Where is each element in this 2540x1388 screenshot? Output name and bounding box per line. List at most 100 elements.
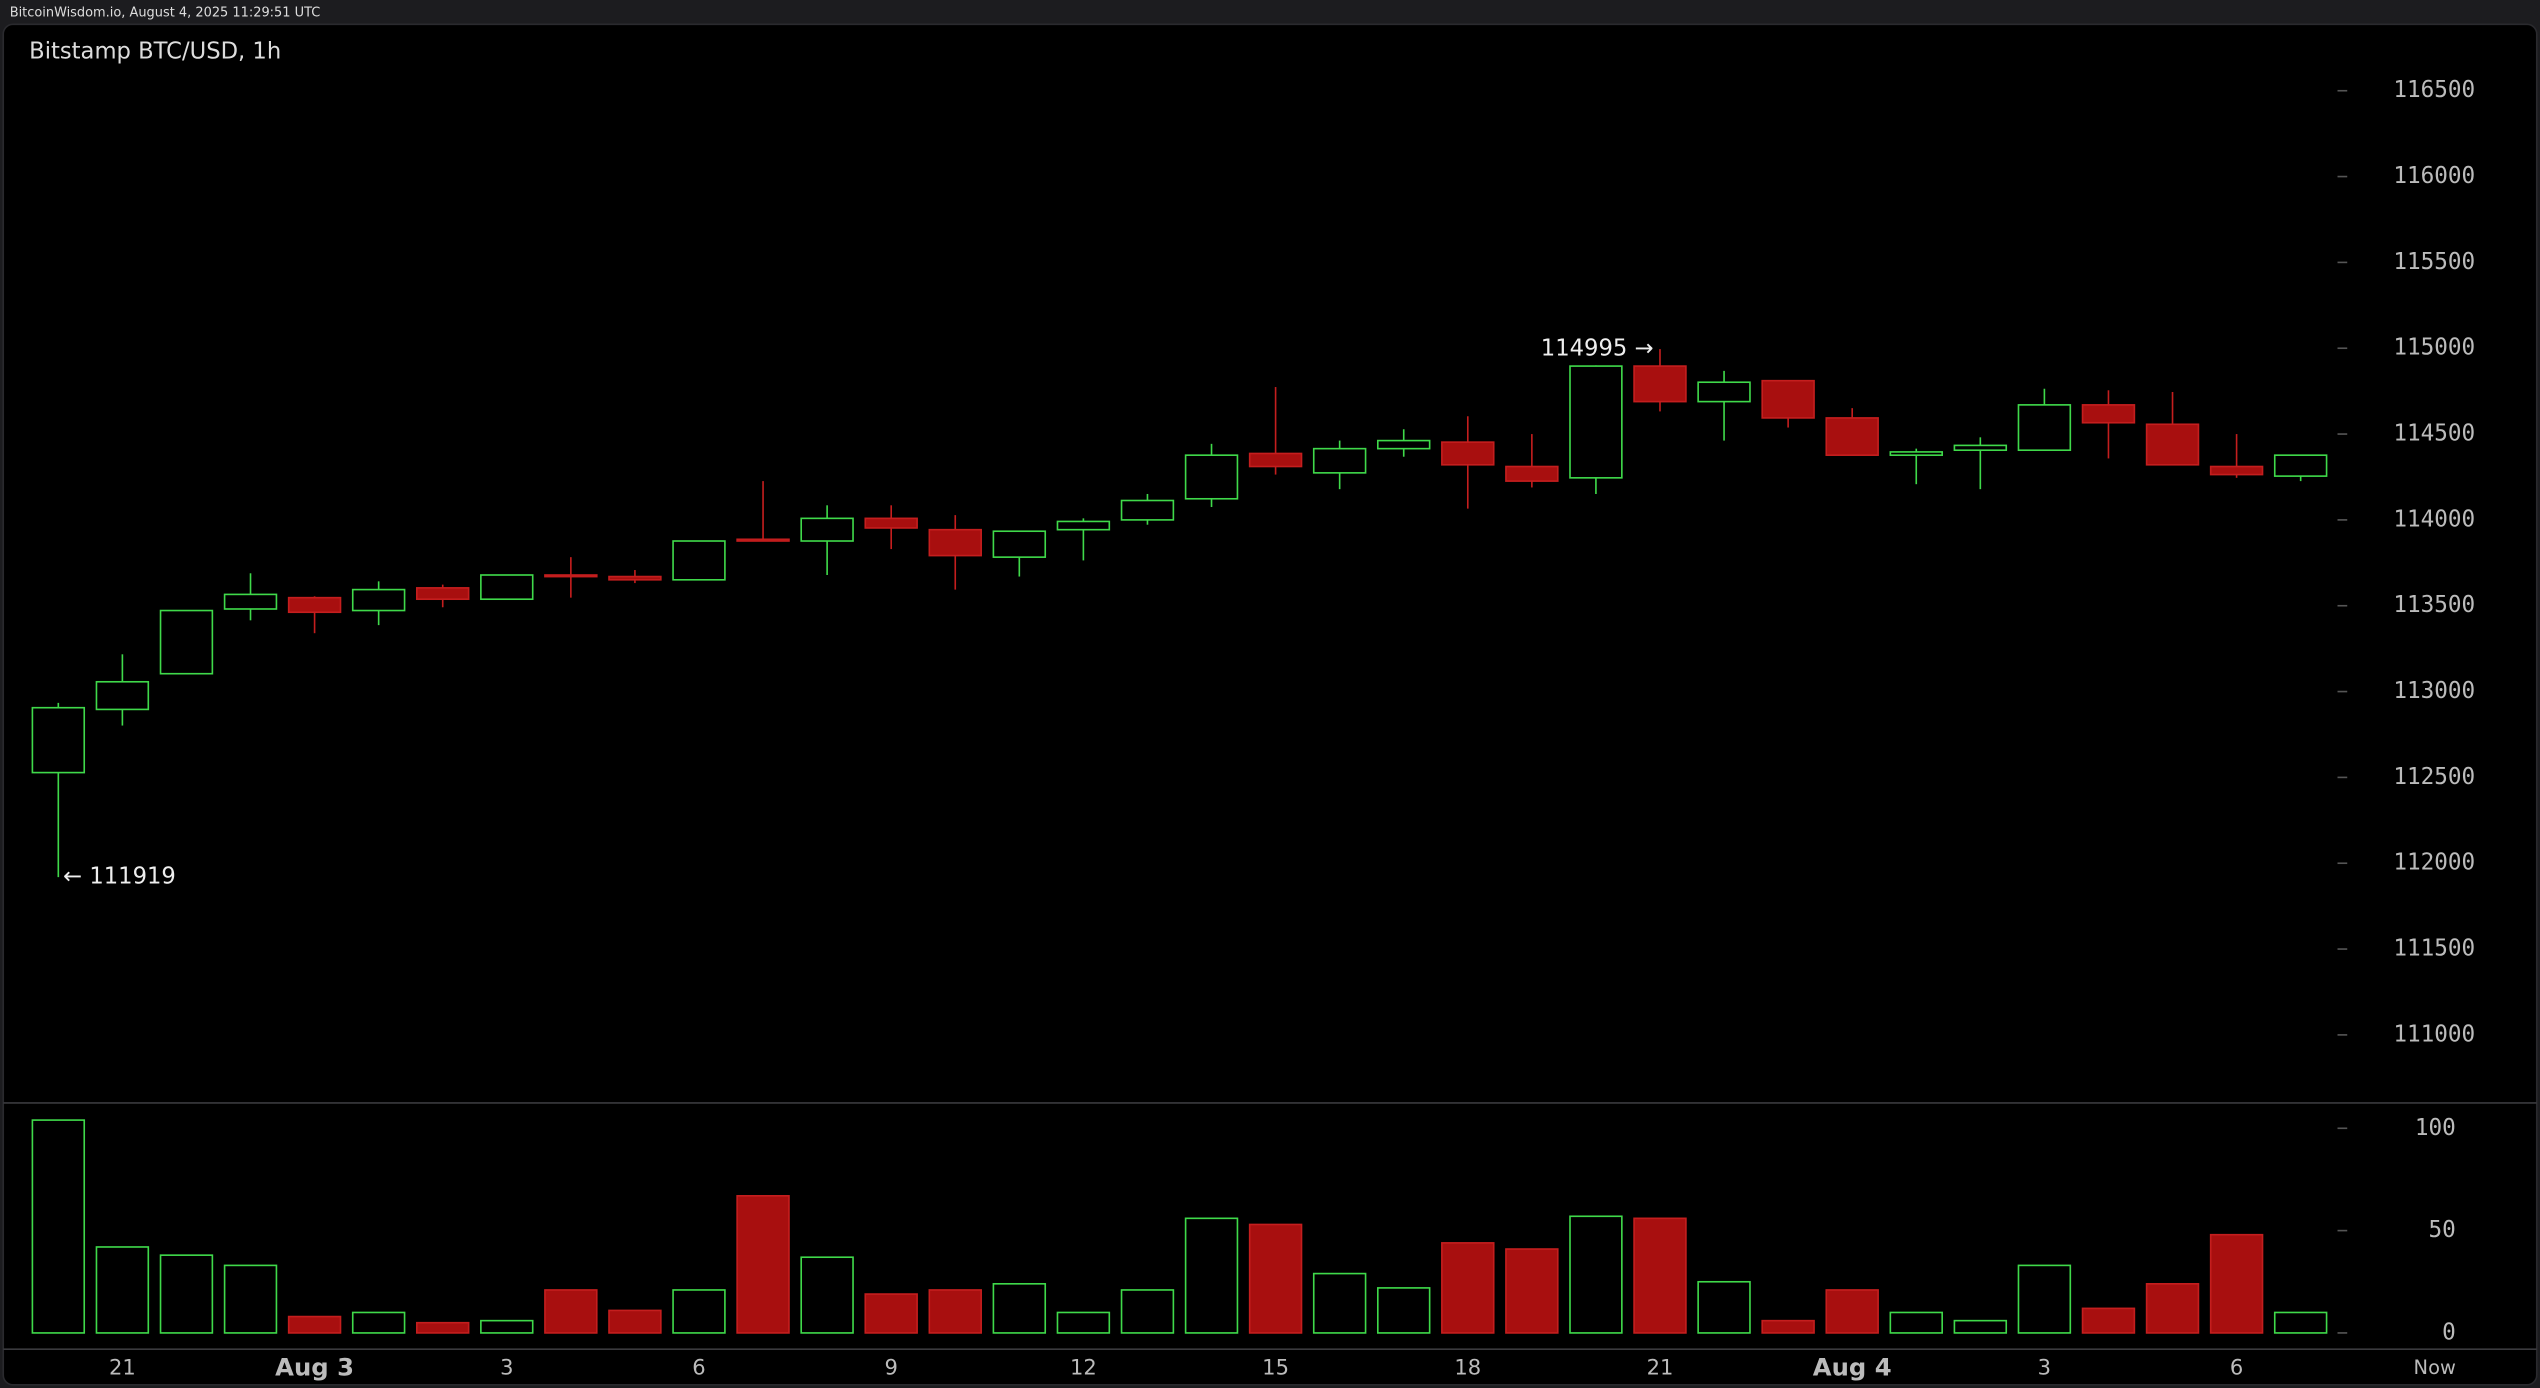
candle-body (1633, 365, 1687, 403)
chart-panel (2, 23, 2538, 1386)
volume-bar (2209, 1233, 2264, 1334)
candle-body (1505, 465, 1559, 482)
volume-bar (1441, 1242, 1495, 1334)
volume-bar (2017, 1264, 2072, 1334)
candle-body (928, 528, 982, 557)
volume-bar (1953, 1319, 2008, 1334)
y-tick-label: 112500 (2393, 764, 2475, 790)
x-tick-label: 6 (692, 1355, 705, 1380)
candle-body (159, 609, 214, 675)
volume-tick-label: 50 (2428, 1217, 2455, 1243)
y-tick-label: 116000 (2393, 163, 2475, 189)
volume-bar (672, 1289, 726, 1334)
y-tick-label: 111000 (2393, 1021, 2475, 1047)
volume-bar (864, 1293, 918, 1334)
candle-body (1889, 451, 1943, 456)
volume-bar (1825, 1289, 1879, 1334)
volume-tick-label: 0 (2442, 1319, 2456, 1345)
y-tick-label: 114000 (2393, 506, 2475, 532)
volume-bar (415, 1321, 470, 1334)
volume-bar (992, 1283, 1047, 1334)
volume-bar (608, 1309, 662, 1334)
volume-bar (2081, 1307, 2136, 1334)
candle-body (1761, 379, 1815, 419)
volume-bar (1697, 1280, 1751, 1334)
candle-body (1697, 381, 1751, 403)
volume-bar (928, 1289, 982, 1334)
candle-body (864, 517, 918, 529)
volume-bar (544, 1289, 598, 1334)
volume-bar (1569, 1215, 1623, 1334)
chart-title: Bitstamp BTC/USD, 1h (29, 38, 281, 64)
candle-body (736, 538, 790, 542)
volume-bar (1184, 1217, 1239, 1334)
y-tick-label: 113000 (2393, 678, 2475, 704)
candle-body (1248, 452, 1303, 468)
volume-bar (2145, 1283, 2200, 1334)
volume-bar (31, 1119, 86, 1334)
x-tick-label: Aug 4 (1813, 1353, 1892, 1382)
x-tick-label: 9 (884, 1355, 897, 1380)
x-tick-label: 6 (2230, 1355, 2243, 1380)
y-tick-label: 111500 (2393, 936, 2475, 962)
volume-tick-label: 100 (2415, 1115, 2456, 1141)
volume-bar (1505, 1248, 1559, 1334)
x-tick-label: Aug 3 (275, 1353, 354, 1382)
candle-body (1825, 417, 1879, 456)
candle-body (1569, 365, 1623, 479)
candle-body (608, 575, 662, 581)
candle-body (351, 588, 406, 612)
volume-bar (1248, 1223, 1303, 1334)
volume-bar (1633, 1217, 1687, 1334)
candle-body (2081, 404, 2136, 424)
y-tick-label: 112000 (2393, 850, 2475, 876)
x-tick-label: 12 (1070, 1355, 1097, 1380)
candle-body (415, 587, 470, 601)
source-header: BitcoinWisdom.io, August 4, 2025 11:29:5… (10, 5, 321, 20)
volume-bar (351, 1311, 406, 1334)
candle-body (223, 593, 278, 610)
y-tick-label: 113500 (2393, 592, 2475, 618)
candle-body (672, 540, 726, 581)
candle-body (95, 680, 150, 711)
x-tick-label: 21 (1647, 1355, 1674, 1380)
candle-body (992, 530, 1047, 558)
candle-body (2145, 423, 2200, 466)
candle-body (480, 574, 534, 601)
volume-bar (736, 1195, 790, 1334)
candle-body (31, 706, 86, 774)
candle-body (1441, 441, 1495, 466)
low-annotation: ← 111919 (63, 864, 176, 890)
volume-bar (1120, 1289, 1175, 1334)
x-tick-label: 3 (500, 1355, 513, 1380)
volume-bar (2273, 1311, 2328, 1334)
candle-body (2209, 465, 2264, 476)
volume-bar (480, 1319, 534, 1334)
x-tick-label: 18 (1454, 1355, 1481, 1380)
volume-bar (1312, 1272, 1367, 1334)
volume-bar (223, 1264, 278, 1334)
y-tick-label: 115000 (2393, 335, 2475, 361)
candle-body (1184, 454, 1239, 500)
volume-bar (1889, 1311, 1943, 1334)
candle-body (1953, 444, 2008, 452)
volume-bar (1761, 1319, 1815, 1334)
y-tick-label: 115500 (2393, 249, 2475, 275)
candle-body (1376, 439, 1431, 450)
volume-bar (1376, 1287, 1431, 1334)
now-label: Now (2414, 1356, 2456, 1379)
x-tick-label: 15 (1262, 1355, 1289, 1380)
volume-bar (159, 1254, 214, 1334)
x-tick-label: 3 (2038, 1355, 2051, 1380)
candle-body (544, 574, 598, 578)
volume-bar (800, 1256, 854, 1334)
volume-bar (287, 1315, 342, 1334)
y-tick-label: 116500 (2393, 77, 2475, 103)
candle-body (2017, 404, 2072, 452)
candle-body (800, 517, 854, 542)
volume-bar (95, 1246, 150, 1334)
candle-body (1056, 520, 1111, 531)
candle-body (1312, 447, 1367, 474)
